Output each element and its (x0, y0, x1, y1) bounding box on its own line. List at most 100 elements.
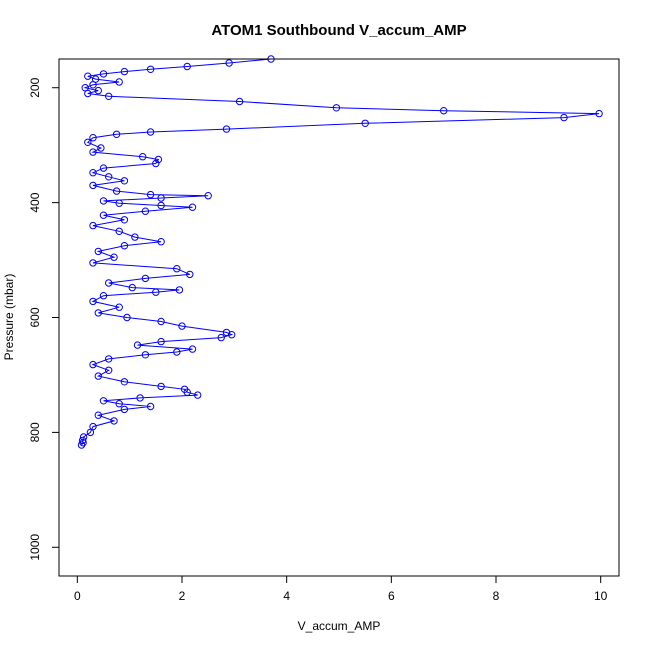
data-point (89, 134, 97, 142)
data-point (157, 201, 165, 210)
y-tick-label: 600 (28, 307, 42, 327)
data-point (89, 181, 97, 190)
data-point (194, 391, 202, 399)
data-point (146, 402, 155, 411)
data-point (84, 138, 92, 147)
data-point (136, 394, 144, 402)
data-point (120, 67, 129, 76)
data-point (97, 144, 105, 152)
data-point (595, 109, 603, 118)
data-point (84, 72, 92, 80)
data-point (222, 125, 231, 133)
data-point (89, 81, 97, 89)
data-point (115, 400, 123, 408)
data-point (146, 190, 155, 199)
data-point (157, 382, 165, 391)
x-tick-label: 0 (74, 589, 81, 603)
x-tick-label: 4 (283, 589, 290, 603)
chart-title: ATOM1 Southbound V_accum_AMP (211, 22, 466, 39)
data-point (154, 155, 163, 164)
data-point (217, 333, 225, 342)
data-point (115, 303, 123, 311)
data-point (115, 227, 123, 236)
data-point (79, 439, 87, 447)
data-point (99, 164, 108, 172)
data-point (186, 270, 194, 279)
data-point (94, 247, 103, 256)
data-point (128, 283, 137, 292)
data-point (89, 360, 97, 369)
data-point (183, 62, 191, 71)
data-point (89, 297, 97, 306)
data-point (152, 288, 160, 296)
data-point (99, 197, 108, 205)
data-point (141, 274, 150, 283)
data-point (120, 242, 129, 250)
x-axis-label: V_accum_AMP (298, 619, 381, 633)
data-point (89, 221, 97, 230)
data-point (120, 177, 129, 185)
x-tick-label: 2 (179, 589, 186, 603)
data-point (141, 351, 150, 359)
data-point (105, 173, 113, 181)
data-point (235, 97, 244, 106)
data-point (84, 89, 92, 98)
data-point (110, 253, 118, 261)
data-point (112, 187, 121, 195)
y-tick-label: 800 (28, 422, 42, 442)
data-point (146, 128, 155, 136)
data-point (89, 148, 97, 156)
x-tick-label: 10 (594, 589, 608, 603)
data-point (115, 199, 123, 207)
data-point (188, 203, 197, 211)
data-point (94, 411, 103, 419)
data-point (110, 417, 118, 425)
data-point (152, 159, 160, 168)
data-point (105, 92, 113, 101)
data-point (79, 433, 88, 441)
data-point (225, 59, 233, 67)
data-point (123, 313, 131, 322)
data-point (146, 65, 155, 74)
y-tick-label: 1000 (28, 534, 42, 561)
data-point (120, 405, 129, 414)
data-point (99, 397, 108, 405)
data-point (89, 259, 97, 267)
data-point (157, 194, 165, 202)
data-point (112, 130, 121, 139)
data-point (361, 119, 369, 128)
series-line (81, 58, 600, 446)
data-point (560, 113, 568, 122)
data-point (86, 428, 95, 437)
data-point (157, 337, 165, 346)
data-point (77, 441, 86, 449)
data-point (228, 331, 236, 339)
data-point (120, 216, 129, 224)
data-point (115, 78, 123, 86)
data-point (173, 348, 181, 356)
x-tick-label: 6 (388, 589, 395, 603)
data-point (139, 153, 147, 161)
data-point (94, 86, 103, 95)
y-axis-label: Pressure (mbar) (2, 274, 16, 361)
data-point (332, 104, 341, 112)
data-point (204, 192, 212, 200)
data-point (157, 317, 165, 326)
data-point (157, 238, 165, 246)
data-point (120, 378, 129, 386)
data-point (173, 265, 181, 273)
x-tick-label: 8 (493, 589, 500, 603)
data-point (131, 233, 139, 241)
data-point (178, 322, 186, 330)
data-point (105, 366, 113, 374)
data-point (188, 345, 197, 353)
data-point (133, 341, 142, 349)
data-point (183, 388, 191, 396)
data-point (440, 107, 448, 115)
data-point (94, 372, 103, 380)
data-point (99, 70, 108, 78)
data-point (105, 279, 113, 287)
plot-frame (58, 58, 620, 577)
y-tick-label: 400 (28, 192, 42, 212)
